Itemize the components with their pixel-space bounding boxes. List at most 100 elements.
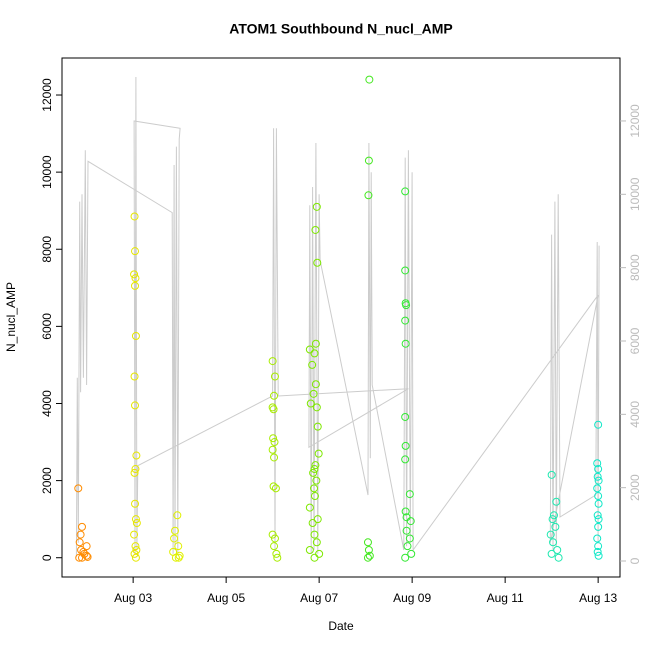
data-point [269, 482, 278, 491]
data-point [269, 434, 278, 443]
data-point [131, 247, 140, 256]
data-point [308, 360, 317, 369]
y2-tick-label: 12000 [628, 104, 642, 138]
data-point [131, 401, 140, 410]
data-point [268, 445, 277, 454]
data-point [131, 281, 140, 290]
data-point [76, 530, 85, 539]
data-point [401, 266, 410, 275]
x-tick-label: Aug 11 [487, 591, 524, 605]
y2-tick-label: 10000 [628, 177, 642, 211]
data-point [131, 542, 140, 551]
data-point [313, 515, 322, 524]
data-point [270, 391, 279, 400]
data-point [270, 534, 279, 543]
data-point [311, 380, 320, 389]
data-point [130, 372, 139, 381]
data-point [79, 547, 88, 556]
data-point [314, 449, 323, 458]
data-point [305, 546, 314, 555]
data-point [551, 522, 560, 531]
data-point [363, 538, 372, 547]
y2-tick-label: 6000 [628, 327, 642, 354]
data-point [74, 484, 83, 493]
data-point [403, 542, 412, 551]
data-point [313, 258, 322, 267]
x-axis-label: Date [328, 619, 354, 633]
data-point [77, 522, 86, 531]
y-tick-label: 2000 [40, 467, 54, 494]
data-point [594, 551, 603, 560]
data-point [401, 553, 410, 562]
data-point [131, 332, 140, 341]
data-point [131, 274, 140, 283]
data-point [171, 553, 180, 562]
data-point [310, 553, 319, 562]
y-tick-label: 8000 [40, 236, 54, 263]
data-point [270, 438, 279, 447]
series-line [75, 76, 600, 558]
x-tick-label: Aug 07 [300, 591, 338, 605]
data-point [401, 316, 410, 325]
data-point [594, 522, 603, 531]
data-point [552, 497, 561, 506]
data-point [77, 553, 86, 562]
data-point [402, 301, 411, 310]
data-point [405, 534, 414, 543]
data-point [173, 511, 182, 520]
y2-tick-label: 0 [628, 557, 642, 564]
data-point [549, 538, 558, 547]
data-point [311, 461, 320, 470]
data-point [309, 468, 318, 477]
data-point [554, 553, 563, 562]
data-point [405, 490, 414, 499]
data-point [132, 451, 141, 460]
data-point [309, 389, 318, 398]
data-point [305, 503, 314, 512]
data-point [272, 549, 281, 558]
data-point [593, 511, 602, 520]
data-point [312, 476, 321, 485]
data-point [402, 526, 411, 535]
data-point [315, 549, 324, 558]
data-point [130, 549, 139, 558]
data-point [270, 372, 279, 381]
data-point [310, 465, 319, 474]
data-point [75, 553, 84, 562]
y2-tick-label: 4000 [628, 401, 642, 428]
data-point [365, 75, 374, 84]
data-point [401, 412, 410, 421]
data-point [593, 472, 602, 481]
data-point [593, 534, 602, 543]
data-point [311, 339, 320, 348]
data-point [593, 459, 602, 468]
data-point [130, 212, 139, 221]
data-point [549, 511, 558, 520]
data-point [401, 455, 410, 464]
data-point [594, 492, 603, 501]
data-point [594, 499, 603, 508]
data-point [401, 339, 410, 348]
data-point [594, 420, 603, 429]
data-point [310, 492, 319, 501]
data-point [131, 515, 140, 524]
data-point [593, 547, 602, 556]
data-point [312, 202, 321, 211]
data-point [401, 441, 410, 450]
data-point [594, 476, 603, 485]
y-tick-label: 12000 [40, 78, 54, 112]
data-point [130, 468, 139, 477]
data-point [268, 530, 277, 539]
data-point [364, 156, 373, 165]
data-point [594, 515, 603, 524]
x-tick-label: Aug 03 [114, 591, 152, 605]
data-point [548, 515, 557, 524]
data-point [270, 453, 279, 462]
data-point [132, 546, 141, 555]
x-tick-label: Aug 13 [579, 591, 617, 605]
data-point [273, 553, 282, 562]
data-point [75, 538, 84, 547]
data-point [365, 551, 374, 560]
data-point [270, 542, 279, 551]
